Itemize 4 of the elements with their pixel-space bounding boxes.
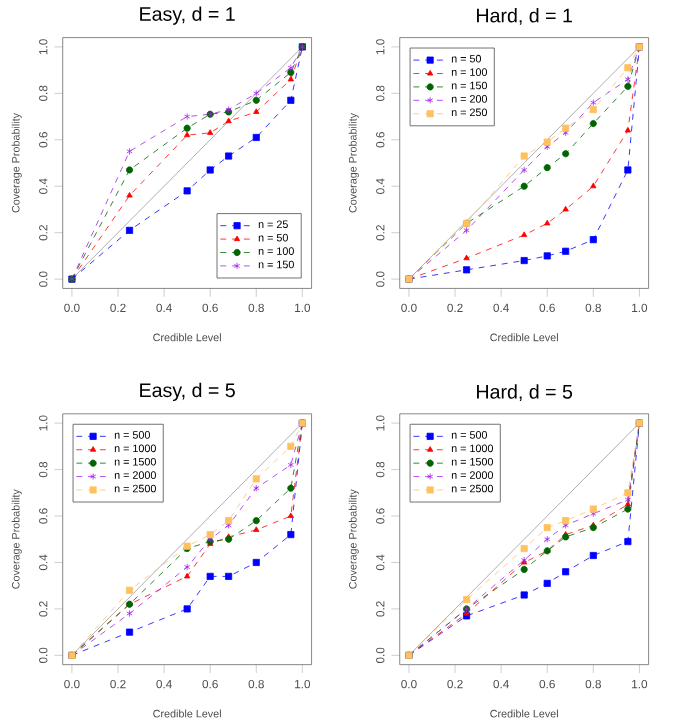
chart-title: Hard, d = 5 <box>477 384 573 402</box>
chart-title: Hard, d = 1 <box>477 8 572 25</box>
chart-title: Easy, d = 5 <box>140 382 235 402</box>
chart-title: Easy, d = 1 <box>140 6 235 25</box>
